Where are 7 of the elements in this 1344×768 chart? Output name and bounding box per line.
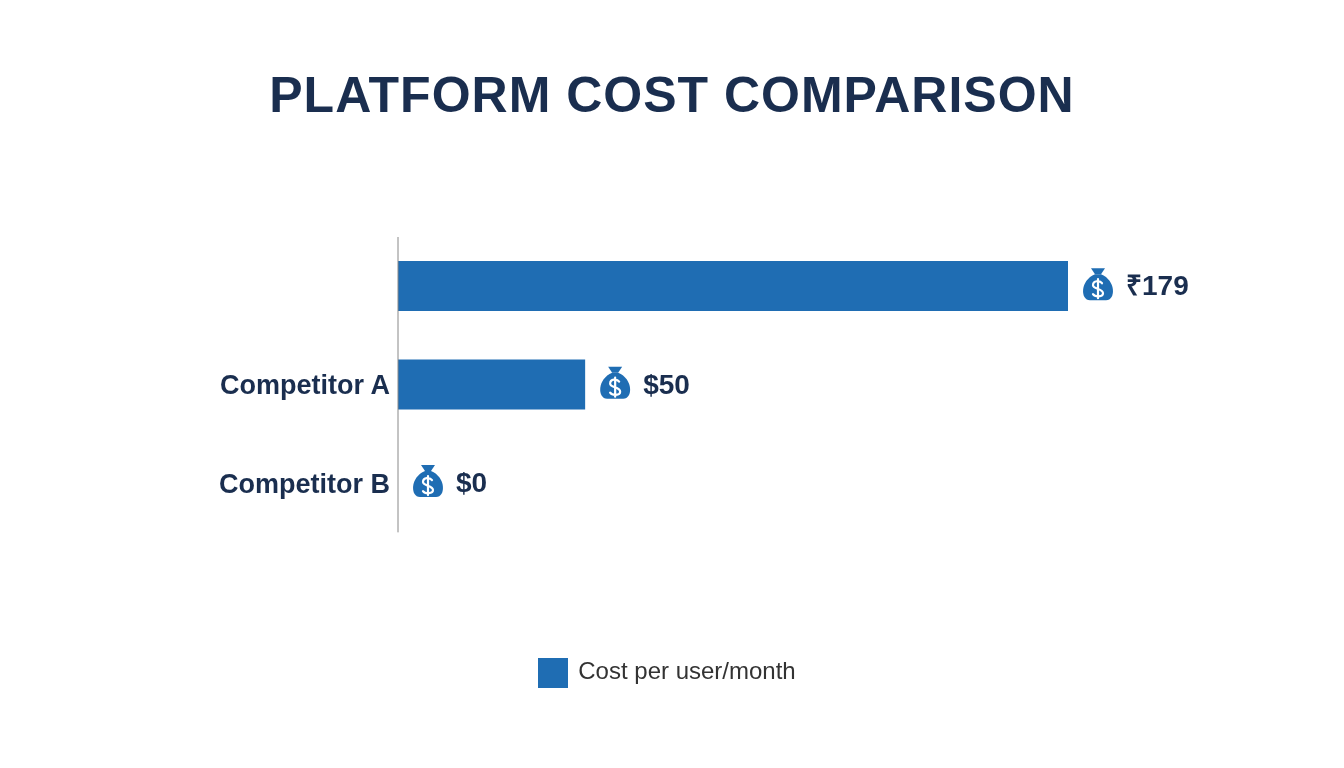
data-label: $0 [456,467,488,499]
legend-label: Cost per user/month [578,657,796,685]
data-label: ₹179 [1126,270,1189,302]
chart-title: PLATFORM COST COMPARISON [268,66,1076,124]
y-tick-label: Competitor B [219,468,390,499]
y-tick-label: Competitor A [220,370,390,401]
data-label: $50 [643,368,690,400]
